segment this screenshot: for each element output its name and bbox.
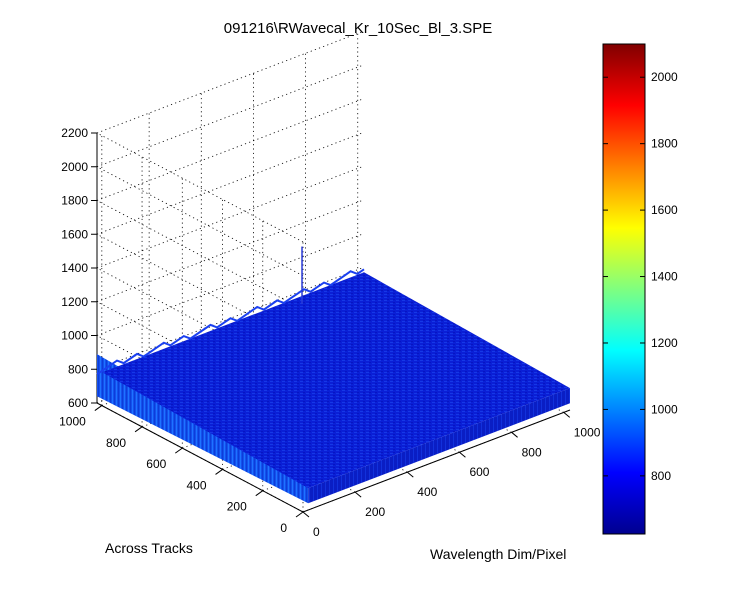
y-axis-label: Across Tracks [105, 540, 193, 556]
x-tick-label: 600 [469, 465, 489, 479]
chart-title: 091216\RWavecal_Kr_10Sec_Bl_3.SPE [224, 20, 493, 37]
gridline [96, 166, 304, 277]
y-tick-label: 800 [106, 436, 126, 450]
gridline [96, 131, 365, 235]
z-tick-label: 1200 [61, 295, 88, 309]
z-tick-label: 1400 [61, 261, 88, 275]
gridline [96, 301, 304, 412]
y-tick-mark [255, 490, 264, 497]
z-tick-label: 1600 [61, 227, 88, 241]
colorbar-tick-label: 2000 [651, 70, 678, 84]
x-axis-line [302, 409, 571, 513]
y-tick-label: 200 [227, 500, 247, 514]
surface-plot [96, 246, 570, 504]
y-tick-label: 0 [280, 521, 287, 535]
colorbar-gradient [602, 43, 646, 535]
colorbar-tick-label: 800 [651, 469, 671, 483]
colorbar-tick-label: 1800 [651, 137, 678, 151]
surface-top-face [102, 272, 570, 489]
z-tick-label: 800 [68, 362, 88, 376]
gridline [96, 98, 365, 201]
colorbar-tick-label: 1600 [651, 203, 678, 217]
y-tick-mark [215, 469, 223, 475]
colorbar-tick-label: 1000 [651, 402, 678, 416]
x-axis-ticks: 0 200 400 600 800 1000 [302, 412, 601, 539]
x-tick-mark [406, 471, 414, 478]
y-axis-ticks: 0 200 400 600 800 1000 [59, 405, 304, 535]
surface-noise-ridge [96, 268, 365, 376]
y-tick-label: 600 [146, 457, 166, 471]
y-tick-mark [295, 511, 304, 518]
y-tick-mark [175, 447, 183, 454]
y-axis-line [96, 402, 304, 513]
x-tick-label: 0 [313, 525, 320, 539]
gridline [96, 30, 365, 134]
colorbar-ticks: 800 1000 1200 1400 1600 1800 2000 [603, 70, 678, 483]
z-axis-ticks: 600 800 1000 1200 1400 1600 1800 2000 2200 [61, 126, 97, 410]
gridline [96, 233, 304, 344]
y-tick-label: 400 [187, 478, 207, 492]
z-tick-label: 2000 [61, 160, 88, 174]
y-tick-mark [94, 405, 103, 411]
colorbar-tick-label: 1200 [651, 336, 678, 350]
x-tick-mark [459, 451, 466, 458]
x-axis-label: Wavelength Dim/Pixel [430, 546, 566, 562]
gridline [96, 165, 365, 269]
colorbar: 800 1000 1200 1400 1600 1800 2000 [602, 43, 678, 535]
x-tick-mark [354, 491, 362, 498]
surface-right-face [308, 388, 570, 504]
x-tick-label: 800 [522, 445, 542, 459]
gridline [96, 233, 365, 336]
z-tick-label: 1800 [61, 194, 88, 208]
y-tick-label: 1000 [59, 415, 86, 429]
y-tick-mark [134, 426, 143, 433]
x-tick-label: 400 [417, 485, 437, 499]
x-tick-label: 200 [365, 505, 385, 519]
gridline [96, 64, 365, 168]
z-tick-label: 600 [68, 396, 88, 410]
x-tick-label: 1000 [574, 425, 601, 439]
x-tick-mark [563, 412, 571, 418]
z-tick-label: 1000 [61, 329, 88, 343]
gridline [96, 266, 365, 370]
z-tick-label: 2200 [61, 126, 88, 140]
gridline [96, 132, 304, 243]
x-tick-mark [511, 431, 518, 438]
x-tick-mark [302, 511, 310, 518]
colorbar-tick-label: 1400 [651, 270, 678, 284]
gridline [96, 267, 304, 378]
gridline [96, 199, 365, 303]
gridline [96, 335, 304, 445]
gridline [96, 200, 304, 310]
